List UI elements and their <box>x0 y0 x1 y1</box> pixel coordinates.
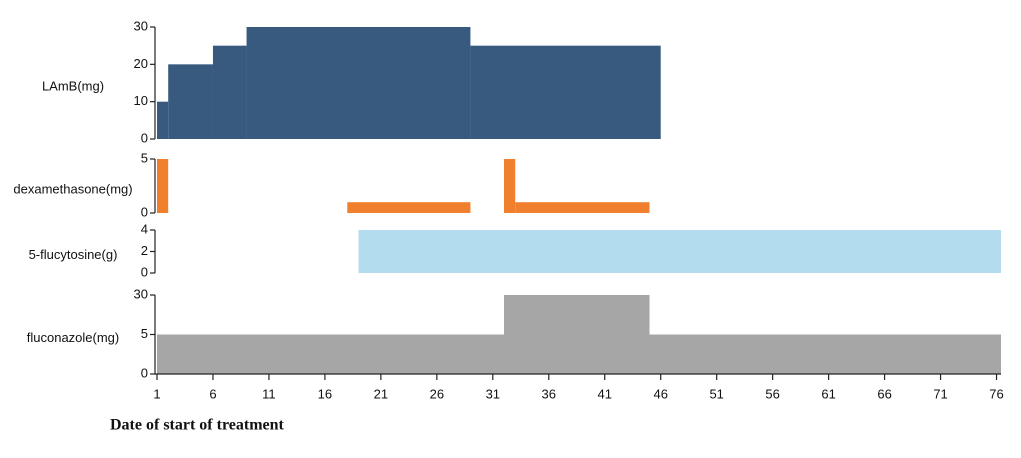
step-segment <box>168 64 213 139</box>
step-segment <box>515 202 650 213</box>
x-tick-label: 36 <box>542 386 556 401</box>
x-tick-label: 31 <box>486 386 500 401</box>
y-tick-label: 20 <box>134 56 148 71</box>
x-tick-label: 16 <box>318 386 332 401</box>
y-axis-label: LAmB(mg) <box>42 78 104 93</box>
x-tick-label: 56 <box>765 386 779 401</box>
x-tick-label: 71 <box>933 386 947 401</box>
y-tick-label: 5 <box>141 150 148 165</box>
step-segment <box>470 45 661 139</box>
x-tick-label: 26 <box>430 386 444 401</box>
x-tick-label: 11 <box>262 386 276 401</box>
y-tick-label: 30 <box>134 18 148 33</box>
x-tick-label: 21 <box>374 386 388 401</box>
x-tick-label: 1 <box>153 386 160 401</box>
y-tick-label: 0 <box>141 130 148 145</box>
step-segment <box>358 230 1001 273</box>
step-segment <box>504 159 516 213</box>
x-tick-label: 76 <box>989 386 1003 401</box>
y-tick-label: 4 <box>141 221 148 236</box>
x-tick-label: 51 <box>709 386 723 401</box>
step-segment <box>157 334 505 374</box>
y-tick-label: 0 <box>141 365 148 380</box>
x-tick-label: 41 <box>598 386 612 401</box>
step-segment <box>504 295 650 374</box>
y-tick-label: 30 <box>134 286 148 301</box>
step-segment <box>212 45 247 139</box>
x-tick-label: 66 <box>877 386 891 401</box>
step-segment <box>157 101 169 139</box>
step-segment <box>157 159 169 213</box>
y-tick-label: 2 <box>141 243 148 258</box>
x-tick-label: 6 <box>209 386 216 401</box>
x-tick-label: 46 <box>653 386 667 401</box>
y-tick-label: 10 <box>134 93 148 108</box>
y-tick-label: 5 <box>141 326 148 341</box>
y-axis-label: fluconazole(mg) <box>27 330 120 345</box>
y-axis-label: dexamethasone(mg) <box>13 181 132 196</box>
step-segment <box>347 202 471 213</box>
y-axis-label: 5-flucytosine(g) <box>29 247 118 262</box>
y-tick-label: 0 <box>141 204 148 219</box>
x-axis-label: Date of start of treatment <box>110 417 285 434</box>
step-segment <box>649 334 1001 374</box>
x-tick-label: 61 <box>821 386 835 401</box>
y-tick-label: 0 <box>141 264 148 279</box>
step-segment <box>246 27 471 139</box>
